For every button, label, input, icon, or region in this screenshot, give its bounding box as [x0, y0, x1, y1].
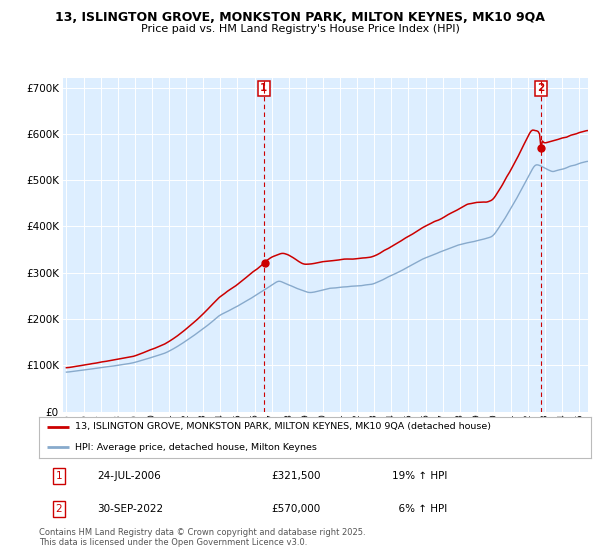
- Text: 1: 1: [56, 471, 62, 481]
- Text: £321,500: £321,500: [271, 471, 320, 481]
- Text: £570,000: £570,000: [271, 504, 320, 514]
- Text: 2: 2: [538, 83, 545, 94]
- Text: HPI: Average price, detached house, Milton Keynes: HPI: Average price, detached house, Milt…: [75, 443, 317, 452]
- Text: 1: 1: [260, 83, 268, 94]
- Text: 30-SEP-2022: 30-SEP-2022: [97, 504, 163, 514]
- Text: 13, ISLINGTON GROVE, MONKSTON PARK, MILTON KEYNES, MK10 9QA: 13, ISLINGTON GROVE, MONKSTON PARK, MILT…: [55, 11, 545, 24]
- Text: 19% ↑ HPI: 19% ↑ HPI: [392, 471, 448, 481]
- Text: 24-JUL-2006: 24-JUL-2006: [97, 471, 161, 481]
- Text: Price paid vs. HM Land Registry's House Price Index (HPI): Price paid vs. HM Land Registry's House …: [140, 24, 460, 34]
- Text: 2: 2: [56, 504, 62, 514]
- Text: Contains HM Land Registry data © Crown copyright and database right 2025.
This d: Contains HM Land Registry data © Crown c…: [39, 528, 365, 547]
- Text: 6% ↑ HPI: 6% ↑ HPI: [392, 504, 448, 514]
- Text: 13, ISLINGTON GROVE, MONKSTON PARK, MILTON KEYNES, MK10 9QA (detached house): 13, ISLINGTON GROVE, MONKSTON PARK, MILT…: [75, 422, 491, 431]
